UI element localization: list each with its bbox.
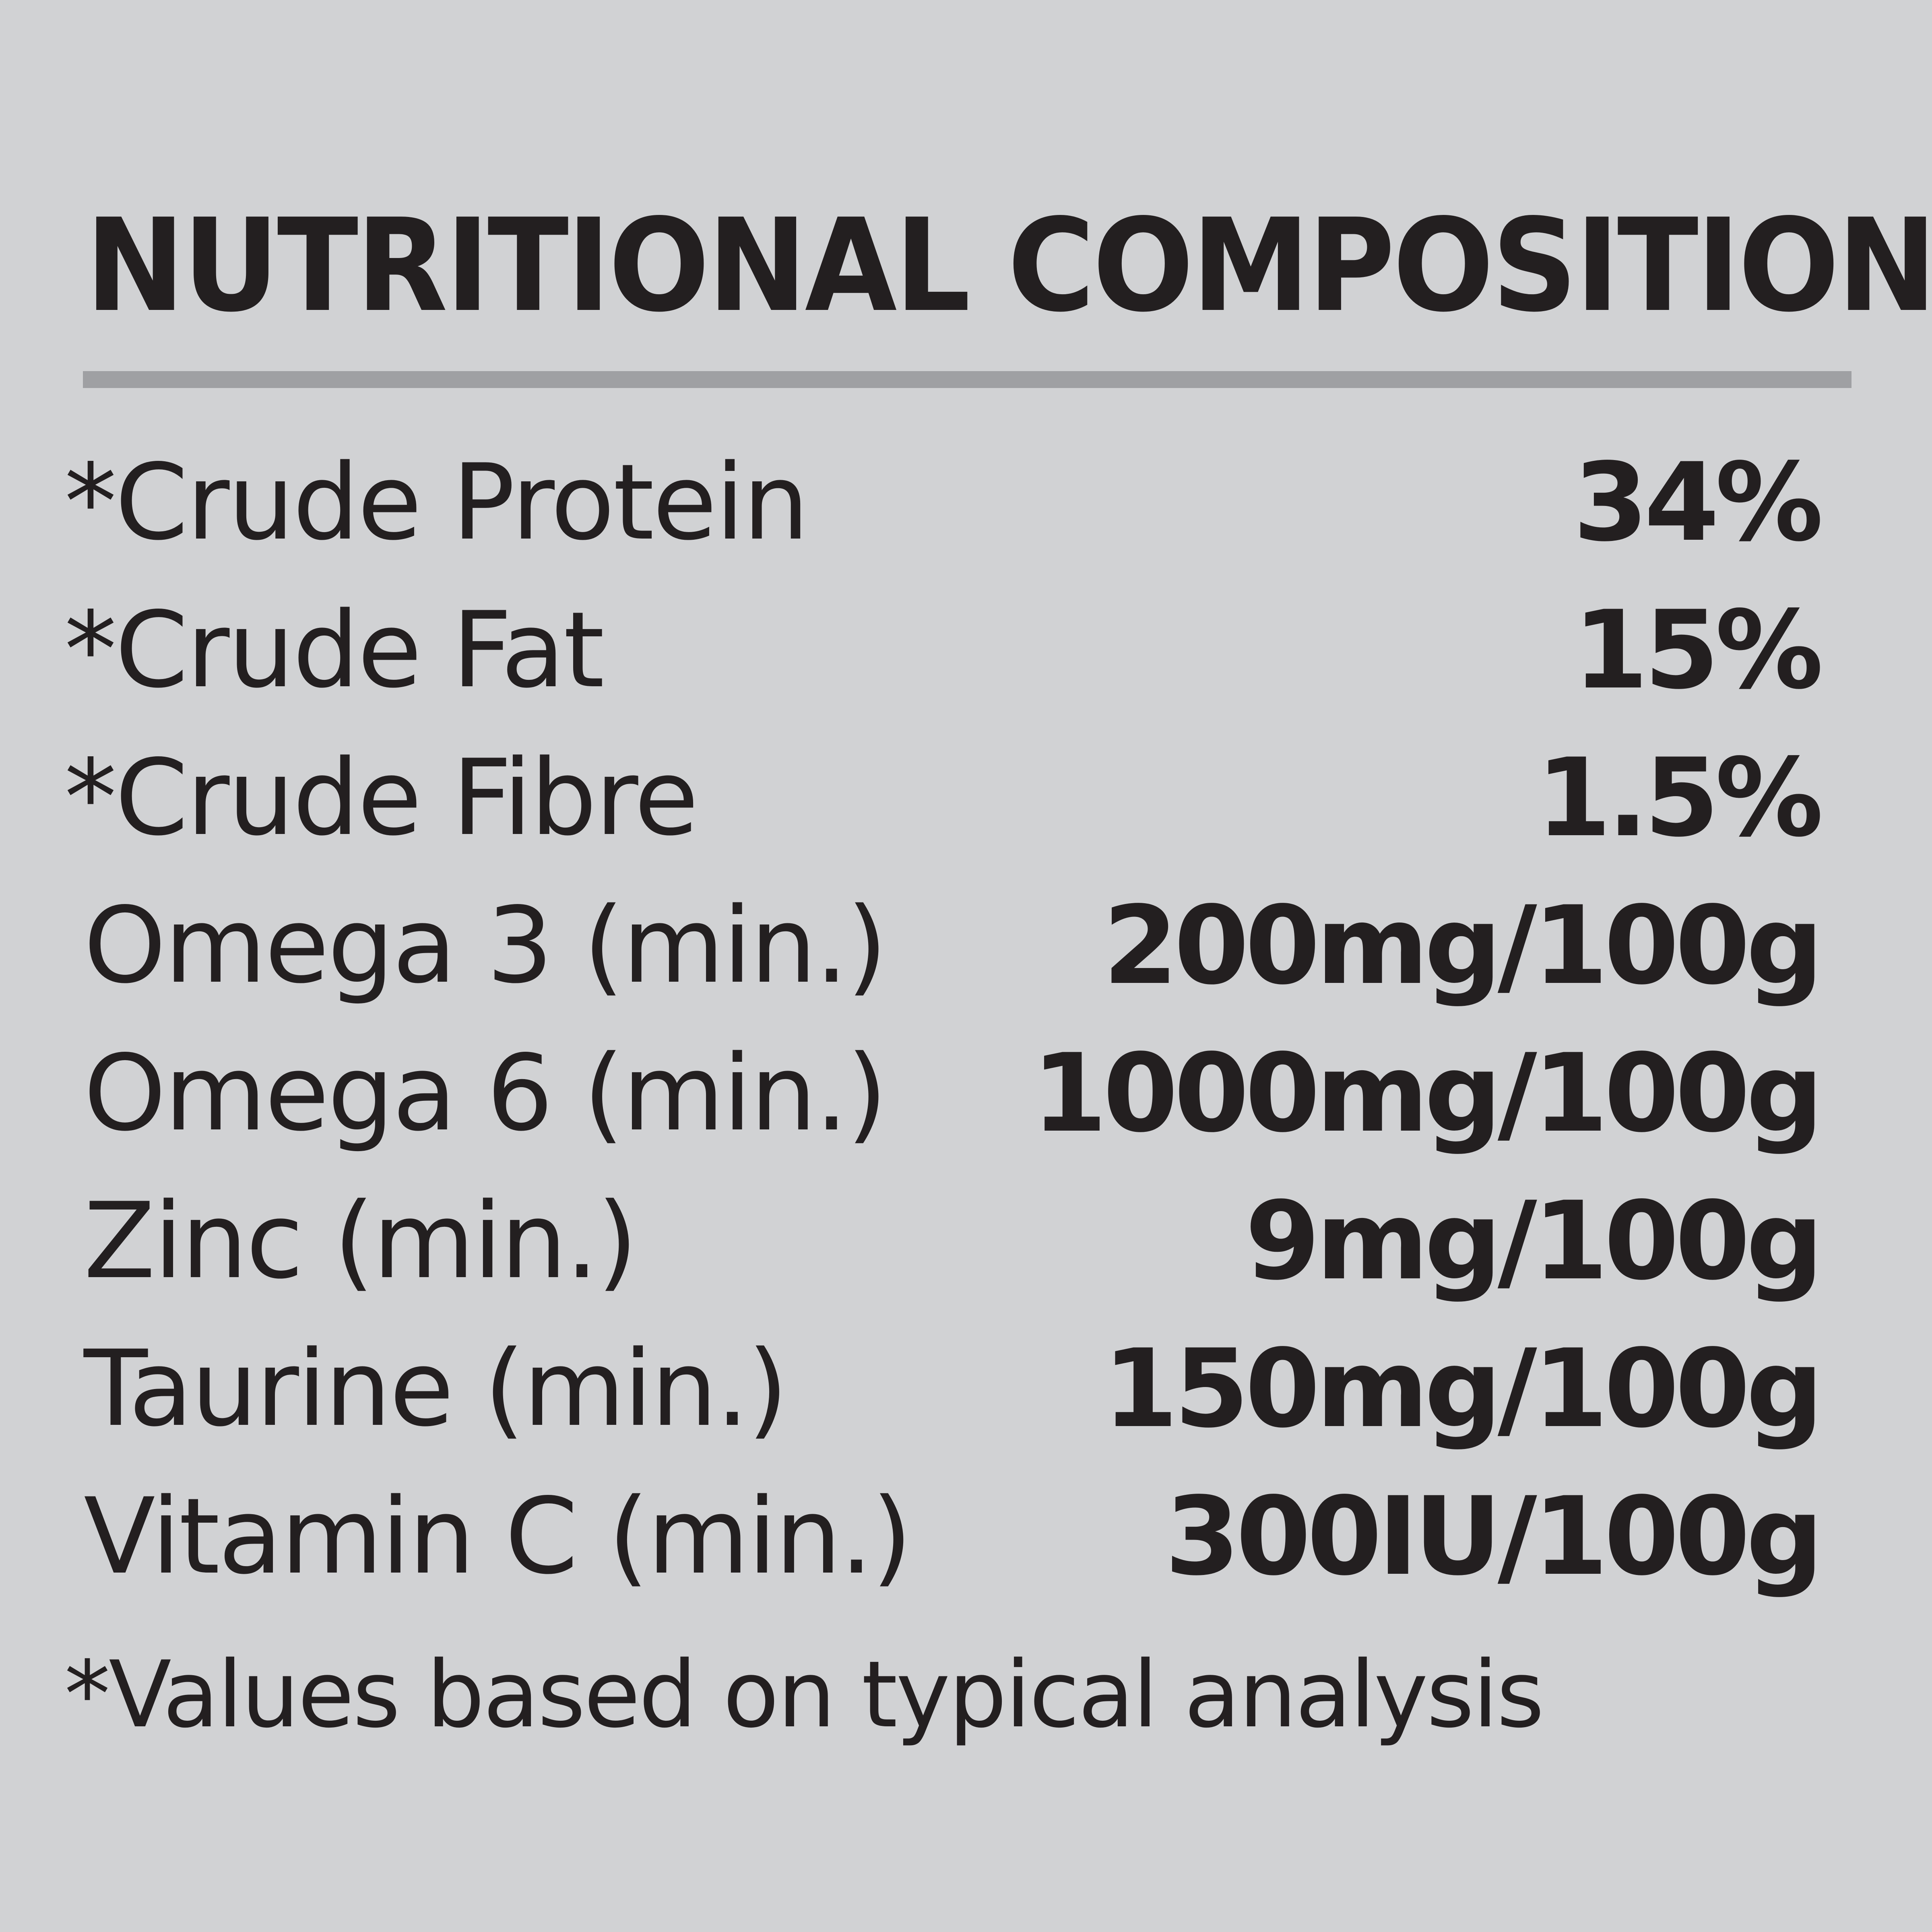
nutrient-label: Omega 3 (min.) [84, 885, 888, 1007]
nutrient-value: 15% [1573, 587, 1823, 713]
nutrient-label: *Crude Protein [64, 442, 809, 564]
nutrient-label: Vitamin C (min.) [84, 1476, 912, 1598]
nutrition-table: *Crude Protein 34% *Crude Fat 15% *Crude… [64, 429, 1823, 1610]
nutrient-row-crude-protein: *Crude Protein 34% [64, 429, 1823, 576]
page-title: NUTRITIONAL COMPOSITION [85, 191, 1932, 340]
title-divider [83, 371, 1852, 388]
nutrient-label: *Crude Fibre [64, 737, 699, 859]
nutrient-value: 34% [1573, 440, 1823, 566]
nutrient-row-crude-fat: *Crude Fat 15% [64, 576, 1823, 724]
nutrient-row-omega-3: Omega 3 (min.) 200mg/100g [64, 872, 1823, 1020]
nutrient-row-zinc: Zinc (min.) 9mg/100g [64, 1167, 1823, 1315]
nutrient-label: Taurine (min.) [84, 1328, 788, 1450]
nutrient-label: *Crude Fat [64, 589, 605, 711]
nutrient-value: 200mg/100g [1103, 883, 1823, 1009]
nutrient-label: Omega 6 (min.) [84, 1032, 888, 1154]
nutrient-value: 1000mg/100g [1032, 1030, 1823, 1156]
nutrient-row-omega-6: Omega 6 (min.) 1000mg/100g [64, 1020, 1823, 1167]
nutrient-value: 300IU/100g [1165, 1474, 1823, 1600]
nutrient-label: Zinc (min.) [84, 1180, 638, 1302]
nutrient-value: 1.5% [1536, 735, 1823, 861]
nutrient-value: 150mg/100g [1103, 1326, 1823, 1452]
nutrient-row-crude-fibre: *Crude Fibre 1.5% [64, 724, 1823, 872]
nutrient-row-vitamin-c: Vitamin C (min.) 300IU/100g [64, 1463, 1823, 1610]
footnote: *Values based on typical analysis [64, 1641, 1544, 1748]
nutrient-row-taurine: Taurine (min.) 150mg/100g [64, 1315, 1823, 1463]
nutrient-value: 9mg/100g [1245, 1178, 1823, 1304]
